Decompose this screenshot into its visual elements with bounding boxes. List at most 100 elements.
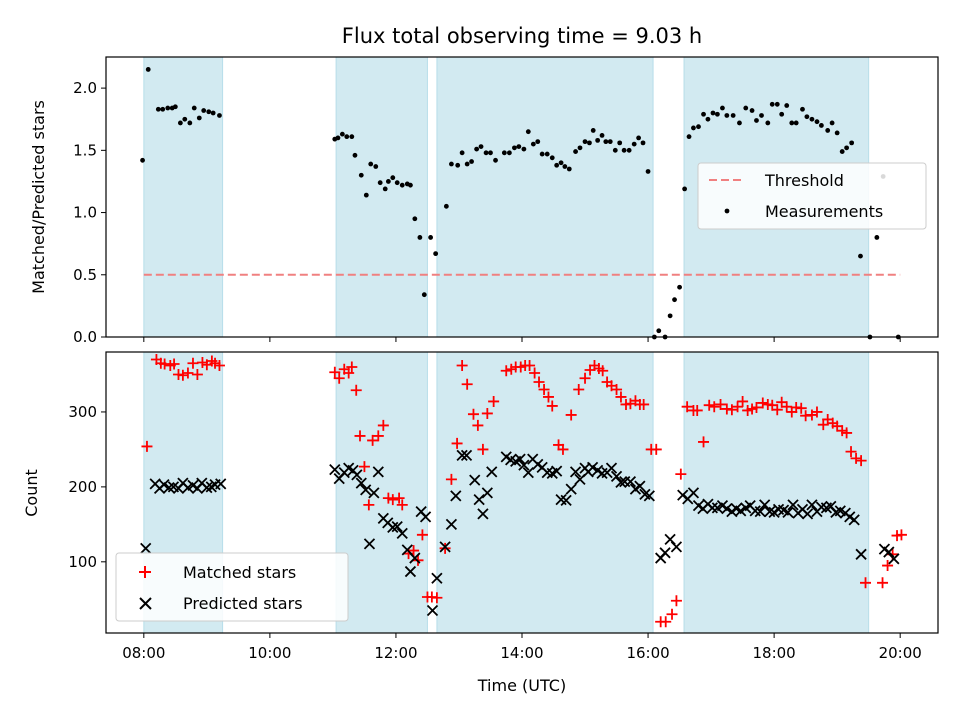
measurement-point <box>339 131 345 137</box>
measurement-point <box>804 114 810 120</box>
legend-measurements-label: Measurements <box>765 202 883 221</box>
matched-star-point <box>456 359 468 371</box>
matched-star-point <box>882 560 894 572</box>
measurement-point <box>587 140 592 146</box>
measurement-point <box>177 120 183 126</box>
predicted-star-point <box>372 466 384 478</box>
matched-star-point <box>732 401 744 413</box>
measurement-point <box>217 113 222 118</box>
predicted-star-point <box>419 511 432 523</box>
measurement-point <box>469 159 474 164</box>
y-tick-label: 1.0 <box>73 204 97 222</box>
measurement-point <box>478 144 484 150</box>
measurement-point <box>385 179 391 184</box>
matched-star-point <box>670 595 682 607</box>
measurement-point <box>558 160 564 166</box>
matched-star-point <box>488 395 500 407</box>
predicted-star-point <box>782 506 794 518</box>
measurement-point <box>754 118 759 123</box>
shaded-interval-2 <box>436 56 654 338</box>
measurement-point <box>544 151 550 157</box>
matched-star-point <box>141 440 153 452</box>
predicted-star-point <box>163 481 175 494</box>
matched-star-point <box>377 419 389 431</box>
measurement-point <box>344 134 350 140</box>
matched-star-point <box>675 468 687 480</box>
measurement-point <box>714 111 720 117</box>
predicted-star-point <box>586 461 599 474</box>
measurement-point <box>421 292 427 298</box>
x-tick-label: 16:00 <box>626 644 669 662</box>
predicted-star-point <box>569 466 582 478</box>
matched-star-point <box>213 359 225 371</box>
measurement-point <box>599 133 605 138</box>
matched-star-point <box>177 369 189 381</box>
predicted-star-point <box>687 487 700 499</box>
measurement-point <box>749 108 755 113</box>
legend-box <box>697 162 927 230</box>
y-axis-ticks: 100 200 300 <box>68 403 106 571</box>
predicted-star-point <box>605 462 618 474</box>
predicted-star-point <box>486 466 498 478</box>
matched-star-point <box>329 366 341 378</box>
matched-star-point <box>538 383 550 395</box>
measurement-point <box>165 105 171 111</box>
measurement-point <box>789 120 795 126</box>
measurement-point <box>206 109 212 115</box>
matched-star-point <box>159 358 171 370</box>
measurement-point <box>765 120 771 126</box>
count-panel: 100 200 300 08:00 10:00 12:00 14:00 16:00 18:00… <box>22 351 939 695</box>
matched-star-point <box>750 401 762 413</box>
measurement-point <box>682 186 688 192</box>
measurement-point <box>720 105 725 111</box>
measurement-point <box>549 155 555 161</box>
predicted-star-point <box>787 499 799 511</box>
predicted-star-point <box>481 487 493 499</box>
measurement-point <box>724 113 730 118</box>
measurement-point <box>774 101 780 107</box>
measurement-point <box>829 120 835 126</box>
matched-star-point <box>681 401 693 413</box>
measurement-point <box>631 141 637 147</box>
matched-star-point <box>431 592 443 604</box>
matched-star-point <box>771 404 783 416</box>
matched-star-point <box>363 499 375 511</box>
measurement-point <box>573 149 578 154</box>
measurement-point <box>428 235 434 240</box>
x-axis-ticks <box>143 337 901 342</box>
shaded-interval-1 <box>335 56 428 338</box>
predicted-stars-points <box>140 449 900 617</box>
measurement-point <box>187 120 193 126</box>
measurement-point <box>595 137 601 143</box>
matched-star-point <box>565 409 577 421</box>
matched-star-point <box>726 404 738 416</box>
measurement-point <box>769 101 775 107</box>
measurement-point <box>474 146 480 152</box>
matched-star-point <box>546 400 558 412</box>
matched-star-point <box>708 401 720 413</box>
predicted-star-point <box>806 499 818 511</box>
measurement-point <box>501 150 507 156</box>
legend-matched-label: Matched stars <box>183 563 296 582</box>
measurement-point <box>140 157 145 163</box>
matched-star-point <box>477 443 489 455</box>
matched-star-point <box>579 372 591 384</box>
measurement-point <box>512 145 517 151</box>
measurement-point <box>433 251 439 257</box>
predicted-star-point <box>706 502 718 514</box>
matched-star-point <box>416 529 428 541</box>
matched-star-point <box>343 367 355 379</box>
predicted-star-point <box>754 505 766 518</box>
matched-star-point <box>472 419 484 431</box>
predicted-star-point <box>360 484 372 496</box>
measurement-point <box>621 147 627 153</box>
measurement-point <box>809 116 815 122</box>
matched-star-point <box>850 452 862 464</box>
predicted-star-point <box>477 508 489 520</box>
measurement-point <box>455 162 461 168</box>
y-axis-label: Matched/Predicted stars <box>29 100 48 294</box>
measurement-point <box>182 116 188 122</box>
predicted-star-point <box>387 521 399 533</box>
matched-star-point <box>524 359 536 371</box>
measurement-point <box>516 144 522 150</box>
